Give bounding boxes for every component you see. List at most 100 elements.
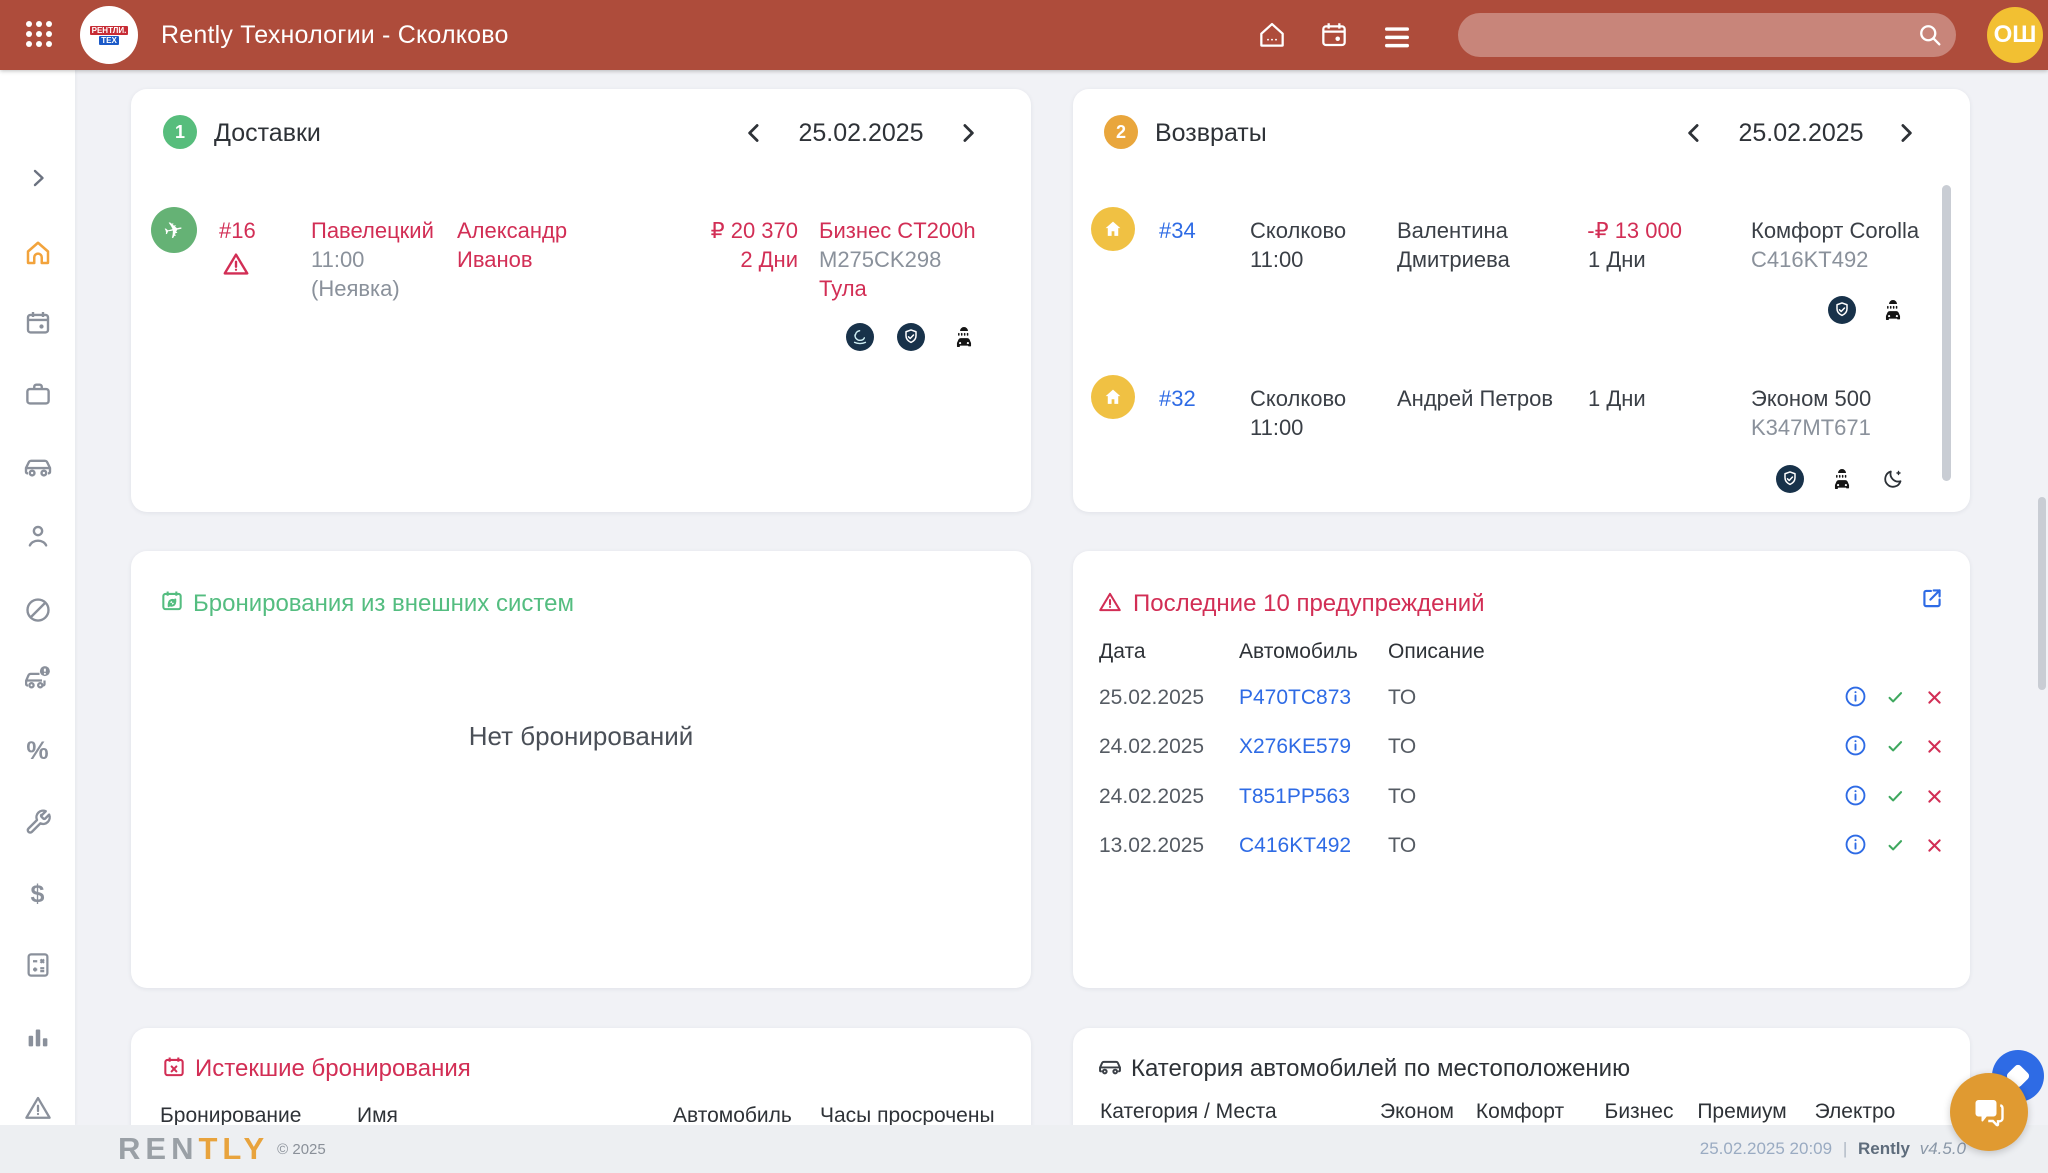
confirm-check-icon[interactable] [1886,737,1905,756]
col-header-car: Автомобиль [673,1104,792,1127]
no-show-warning-icon [221,249,251,279]
sidebar-item-calendar[interactable] [23,308,53,338]
deliveries-card: 1 Доставки 25.02.2025 ✈ #16 Павелецкий 1… [131,89,1031,512]
dismiss-x-icon[interactable] [1925,787,1944,806]
booking-id[interactable]: #34 [1159,218,1196,243]
confirm-check-icon[interactable] [1886,836,1905,855]
booking-id[interactable]: #16 [219,218,256,243]
col-header-desc: Описание [1388,640,1485,663]
night-return-icon [1879,465,1907,493]
station: Сколково [1250,218,1347,243]
footer-version: v4.5.0 [1919,1139,1966,1158]
col-header-comfort: Комфорт [1475,1100,1565,1123]
warning-date: 24.02.2025 [1099,735,1205,758]
airport-delivery-icon: ✈ [151,207,197,253]
sidebar: % $ [0,70,75,1173]
menu-icon[interactable] [1381,22,1413,54]
apps-grid-icon[interactable] [26,21,56,49]
car-class: Бизнес CT200h [819,218,976,243]
next-date-icon[interactable] [953,118,983,148]
sidebar-item-briefcase[interactable] [23,379,53,409]
booking-id[interactable]: #32 [1159,386,1196,411]
warnings-title: Последние 10 предупреждений [1133,590,1485,617]
rental-days: 1 Дни [1588,386,1646,411]
dismiss-x-icon[interactable] [1925,737,1944,756]
car-class: Комфорт Corolla [1751,218,1920,243]
sidebar-item-discounts[interactable]: % [26,736,49,765]
avatar[interactable]: ОШ [1987,7,2043,63]
calendar-icon[interactable] [1318,19,1350,51]
logo-text-top: РЕНТЛИ. [89,25,129,35]
warning-car-link[interactable]: T851PP563 [1239,785,1350,808]
col-header-booking: Бронирование [160,1104,302,1127]
open-external-icon[interactable] [1919,585,1945,611]
col-header-category-places: Категория / Места [1100,1100,1277,1123]
logo-text-bottom: ТЕХ [99,35,119,45]
info-icon[interactable] [1843,832,1868,857]
car-class: Эконом 500 [1751,386,1872,411]
sidebar-item-service[interactable] [23,807,53,837]
sidebar-item-statistics[interactable] [23,1022,53,1052]
sidebar-item-customers[interactable] [23,521,53,551]
brand-grey: REN [118,1131,199,1166]
sidebar-item-cars[interactable] [23,452,53,482]
time: 11:00 [311,247,365,272]
empty-state-text: Нет бронирований [468,721,694,751]
brand-orange: TLY [198,1131,270,1166]
sidebar-item-warnings[interactable] [23,1093,53,1123]
client-last-name: Иванов [457,247,533,272]
page-title: Rently Технологии - Сколково [161,21,509,49]
deliveries-count-badge: 1 [163,115,197,149]
col-header-name: Имя [357,1104,398,1127]
chat-button[interactable] [1950,1073,2028,1151]
prev-date-icon[interactable] [1679,118,1709,148]
sidebar-item-car-alerts[interactable] [23,663,53,693]
rently-logo: RENTLY [118,1131,269,1167]
deliveries-date[interactable]: 25.02.2025 [798,119,924,147]
company-logo[interactable]: РЕНТЛИ. ТЕХ [80,6,138,64]
client-last-name: Дмитриева [1397,247,1510,272]
expired-bookings-title: Истекшие бронирования [195,1055,471,1082]
info-icon[interactable] [1843,733,1868,758]
client-first-name: Александр [457,218,568,243]
footer-datetime: 25.02.2025 20:09 [1699,1139,1833,1158]
card-scrollbar[interactable] [1942,185,1951,481]
price: ₽ 20 370 [710,218,798,243]
footer-version-info: 25.02.2025 20:09 | Rently v4.5.0 [1700,1139,1966,1159]
warning-triangle-icon [1097,589,1123,615]
returns-date[interactable]: 25.02.2025 [1738,119,1864,147]
sidebar-item-blacklist[interactable] [23,595,53,625]
time: 11:00 [1250,247,1304,272]
child-seat-icon [846,323,874,351]
confirm-check-icon[interactable] [1886,688,1905,707]
page-scrollbar[interactable] [2038,497,2046,690]
sidebar-item-finance[interactable]: $ [30,879,45,908]
confirm-check-icon[interactable] [1886,787,1905,806]
sidebar-item-home[interactable] [23,238,53,268]
col-header-date: Дата [1099,640,1146,663]
external-bookings-card: Бронирования из внешних систем Нет брони… [131,551,1031,988]
next-date-icon[interactable] [1891,118,1921,148]
car-wash-icon [1879,296,1907,324]
warning-date: 25.02.2025 [1099,686,1205,709]
top-bar: РЕНТЛИ. ТЕХ Rently Технологии - Сколково [0,0,2048,70]
search-icon[interactable] [1916,21,1944,49]
search-input[interactable] [1458,13,1956,57]
info-icon[interactable] [1843,684,1868,709]
home-icon[interactable] [1256,19,1288,51]
warning-date: 24.02.2025 [1099,785,1205,808]
sidebar-item-accounting[interactable] [23,950,53,980]
prev-date-icon[interactable] [739,118,769,148]
returns-card: 2 Возвраты 25.02.2025 #34 Сколково 11:00… [1073,89,1970,512]
warning-car-link[interactable]: C416KT492 [1239,834,1352,857]
dismiss-x-icon[interactable] [1925,836,1944,855]
home-return-icon [1091,207,1135,251]
col-header-electro: Электро [1814,1100,1896,1123]
returns-title: Возвраты [1155,119,1267,147]
info-icon[interactable] [1843,783,1868,808]
warning-car-link[interactable]: P470TC873 [1239,686,1352,709]
warning-car-link[interactable]: X276KE579 [1239,735,1352,758]
sidebar-expand-icon[interactable] [23,163,53,193]
dismiss-x-icon[interactable] [1925,688,1944,707]
